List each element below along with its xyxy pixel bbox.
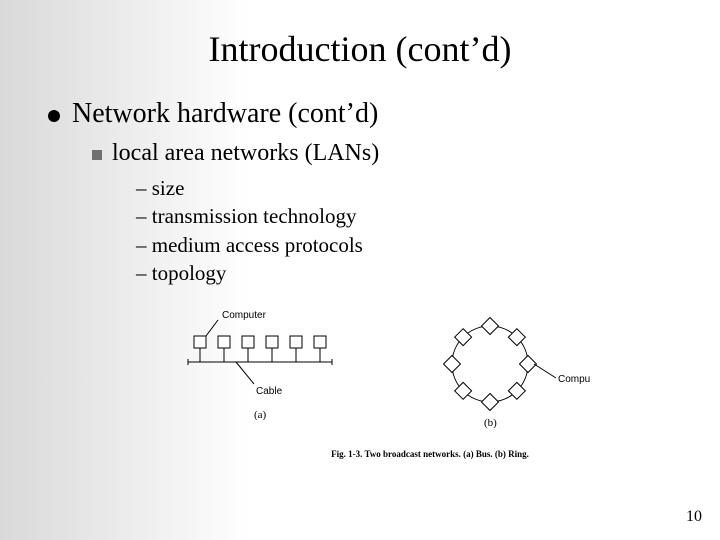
level3-item: – topology: [136, 260, 690, 286]
network-diagram-svg: Computer Cable (a) Computer (b): [170, 298, 590, 438]
level3-item: – transmission technology: [136, 203, 690, 229]
bullet-level-2: local area networks (LANs): [92, 140, 690, 167]
figure: Computer Cable (a) Computer (b) Fig. 1-3. Tw…: [170, 298, 690, 459]
svg-text:Computer: Computer: [558, 374, 590, 385]
svg-text:Cable: Cable: [256, 386, 283, 397]
level1-text: Network hardware (cont’d): [72, 98, 378, 130]
disc-bullet-icon: [48, 110, 60, 122]
slide-title: Introduction (cont’d): [30, 28, 690, 70]
slide: Introduction (cont’d) Network hardware (…: [0, 0, 720, 540]
bullet-level-1: Network hardware (cont’d): [48, 98, 690, 130]
square-bullet-icon: [92, 150, 102, 160]
figure-caption: Fig. 1-3. Two broadcast networks. (a) Bu…: [170, 449, 690, 459]
svg-text:Computer: Computer: [222, 310, 267, 321]
svg-text:(a): (a): [254, 409, 267, 421]
svg-text:(b): (b): [484, 417, 497, 429]
page-number: 10: [686, 508, 702, 526]
level3-item: – medium access protocols: [136, 232, 690, 258]
level2-text: local area networks (LANs): [112, 140, 379, 167]
level3-item: – size: [136, 175, 690, 201]
